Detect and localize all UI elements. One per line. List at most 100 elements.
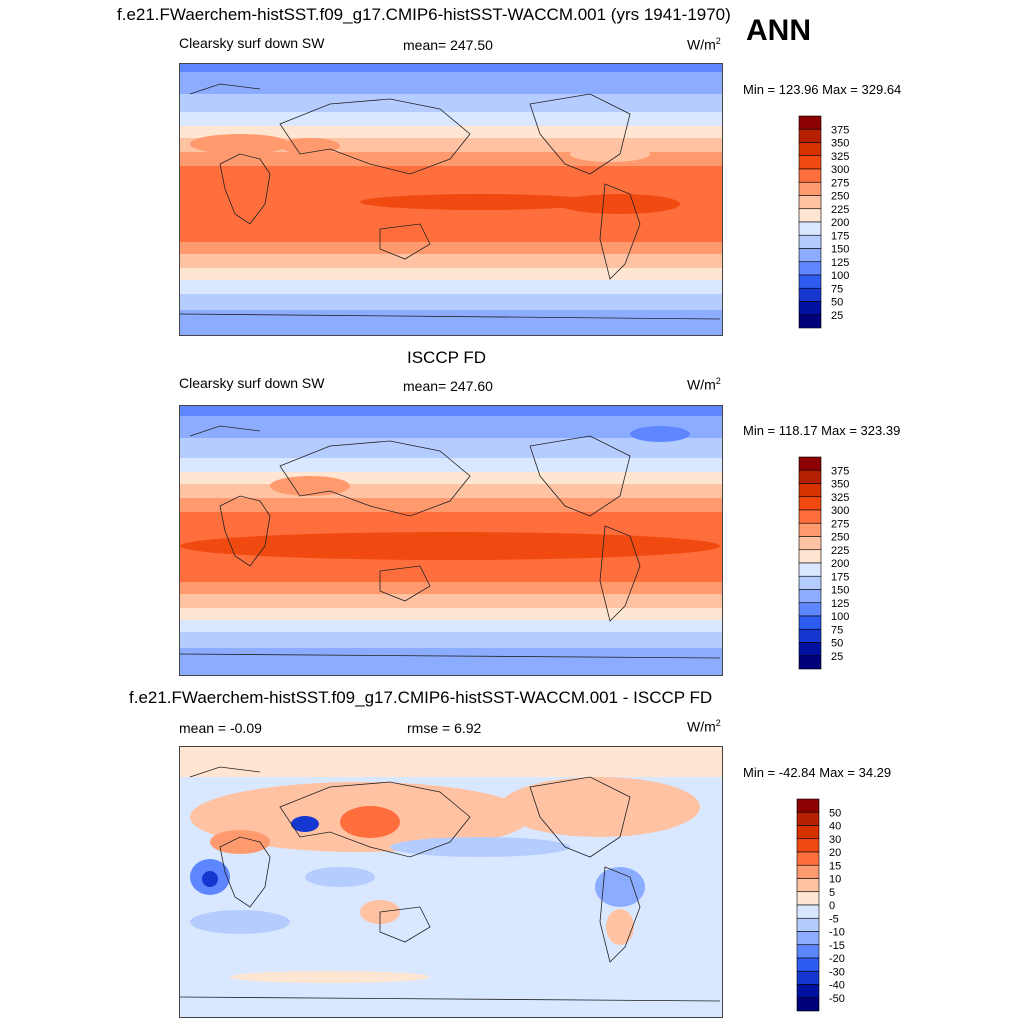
panel3-colorbar-box <box>796 957 820 972</box>
panel2-title: ISCCP FD <box>407 348 487 367</box>
panel1-colorbar-box <box>798 181 822 196</box>
panel3-title: f.e21.FWaerchem-histSST.f09_g17.CMIP6-hi… <box>129 688 713 707</box>
panel1-colorbar-box <box>798 261 822 276</box>
panel3-colorbar-tick-label: 5 <box>829 887 835 899</box>
panel3-colorbar-box <box>796 851 820 866</box>
panel2-colorbar-tick-label: 375 <box>831 465 849 477</box>
panel1-colorbar-box <box>798 287 822 302</box>
panel2-colorbar-tick-label: 325 <box>831 492 849 504</box>
panel2-colorbar-box <box>798 509 822 524</box>
panel1-colorbar-tick-label: 50 <box>831 297 843 309</box>
panel1-colorbar-tick-label: 175 <box>831 230 849 242</box>
panel2-colorbar-box <box>798 496 822 511</box>
panel1-colorbar-tick-label: 300 <box>831 164 849 176</box>
panel3-colorbar-box <box>796 825 820 840</box>
panel2-colorbar-tick-label: 75 <box>831 624 843 636</box>
panel3-colorbar-tick-label: -40 <box>829 980 845 992</box>
panel2-colorbar-box <box>798 522 822 537</box>
panel2-colorbar-tick-label: 25 <box>831 651 843 663</box>
panel1-mean-label: mean= 247.50 <box>403 37 493 53</box>
panel3-colorbar-tick-label: -15 <box>829 940 845 952</box>
panel3-map <box>179 746 723 1018</box>
panel2-colorbar-box <box>798 602 822 617</box>
panel3-colorbar-box <box>796 891 820 906</box>
panel1-colorbar-box <box>798 248 822 263</box>
panel1-colorbar-tick-label: 100 <box>831 270 849 282</box>
panel1-colorbar-box <box>798 208 822 223</box>
panel2-colorbar-box <box>798 549 822 564</box>
panel3-colorbar-box <box>796 931 820 946</box>
panel2-colorbar-box <box>798 628 822 643</box>
panel3-colorbar-tick-label: 30 <box>829 834 841 846</box>
panel3-mean-label: mean = -0.09 <box>179 720 262 736</box>
panel3-colorbar-tick-label: 50 <box>829 807 841 819</box>
panel3-colorbar-box <box>796 878 820 893</box>
panel3-colorbar-box <box>796 864 820 879</box>
panel2-colorbar-box <box>798 575 822 590</box>
panel1-colorbar-tick-label: 25 <box>831 310 843 322</box>
panel2-colorbar-tick-label: 100 <box>831 611 849 623</box>
panel3-colorbar-tick-label: 0 <box>829 900 835 912</box>
panel1-colorbar-box <box>798 301 822 316</box>
panel3-colorbar-tick-label: 15 <box>829 860 841 872</box>
panel2-colorbar-tick-label: 175 <box>831 571 849 583</box>
panel2-colorbar-tick-label: 150 <box>831 585 849 597</box>
panel3-colorbar-box <box>796 811 820 826</box>
panel2-colorbar-tick-label: 50 <box>831 638 843 650</box>
panel1-colorbar-box <box>798 128 822 143</box>
panel1-colorbar-tick-label: 350 <box>831 138 849 150</box>
season-label: ANN <box>746 14 811 47</box>
panel2-colorbar-box <box>798 536 822 551</box>
panel2-colorbar-tick-label: 275 <box>831 518 849 530</box>
panel1-colorbar-tick-label: 375 <box>831 124 849 136</box>
panel1-colorbar-box <box>798 155 822 170</box>
panel2-colorbar-tick-label: 350 <box>831 479 849 491</box>
panel3-colorbar-tick-label: 40 <box>829 821 841 833</box>
panel2-colorbar-tick-label: 200 <box>831 558 849 570</box>
panel3-colorbar-tick-label: -5 <box>829 913 839 925</box>
panel1-minmax-label: Min = 123.96 Max = 329.64 <box>743 82 902 97</box>
panel2-colorbar-box <box>798 469 822 484</box>
panel1-colorbar: 375 350 325 300 275 250 225 200 175 150 125 100 75 50… <box>798 115 859 329</box>
panel1-colorbar-box <box>798 234 822 249</box>
panel2-colorbar-tick-label: 250 <box>831 532 849 544</box>
panel2-colorbar-box <box>798 456 822 471</box>
panel1-colorbar-tick-label: 125 <box>831 257 849 269</box>
panel3-colorbar-tick-label: -30 <box>829 966 845 978</box>
panel1-colorbar-tick-label: 325 <box>831 151 849 163</box>
panel3-colorbar-tick-label: 10 <box>829 874 841 886</box>
panel3-colorbar-box <box>796 917 820 932</box>
panel2-colorbar-tick-label: 125 <box>831 598 849 610</box>
panel1-colorbar-tick-label: 75 <box>831 283 843 295</box>
panel3-minmax-label: Min = -42.84 Max = 34.29 <box>743 765 892 780</box>
panel3-colorbar-tick-label: -10 <box>829 927 845 939</box>
panel2-colorbar-tick-label: 300 <box>831 505 849 517</box>
panel1-colorbar-box <box>798 195 822 210</box>
panel1-colorbar-box <box>798 274 822 289</box>
panel2-colorbar-tick-label: 225 <box>831 545 849 557</box>
panel3-colorbar-tick-label: 20 <box>829 847 841 859</box>
panel3-colorbar-box <box>796 838 820 853</box>
panel1-colorbar-box <box>798 168 822 183</box>
panel3-colorbar-box <box>796 798 820 813</box>
panel1-colorbar-tick-label: 250 <box>831 191 849 203</box>
panel2-mean-label: mean= 247.60 <box>403 378 493 394</box>
panel3-units-label: W/m2 <box>687 718 721 735</box>
panel3-colorbar-box <box>796 944 820 959</box>
panel2-colorbar-box <box>798 615 822 630</box>
panel1-colorbar-box <box>798 115 822 130</box>
panel1-map <box>179 63 723 336</box>
panel3-colorbar-box <box>796 984 820 999</box>
panel3-colorbar-tick-label: -50 <box>829 993 845 1005</box>
panel1-colorbar-tick-label: 150 <box>831 244 849 256</box>
panel1-colorbar-tick-label: 200 <box>831 217 849 229</box>
panel2-colorbar-box <box>798 589 822 604</box>
panel1-colorbar-box <box>798 221 822 236</box>
panel2-colorbar-box <box>798 655 822 670</box>
panel2-map <box>179 405 723 676</box>
panel2-colorbar-box <box>798 642 822 657</box>
panel2-colorbar: 375 350 325 300 275 250 225 200 175 150 125 100 75 50… <box>798 456 859 670</box>
